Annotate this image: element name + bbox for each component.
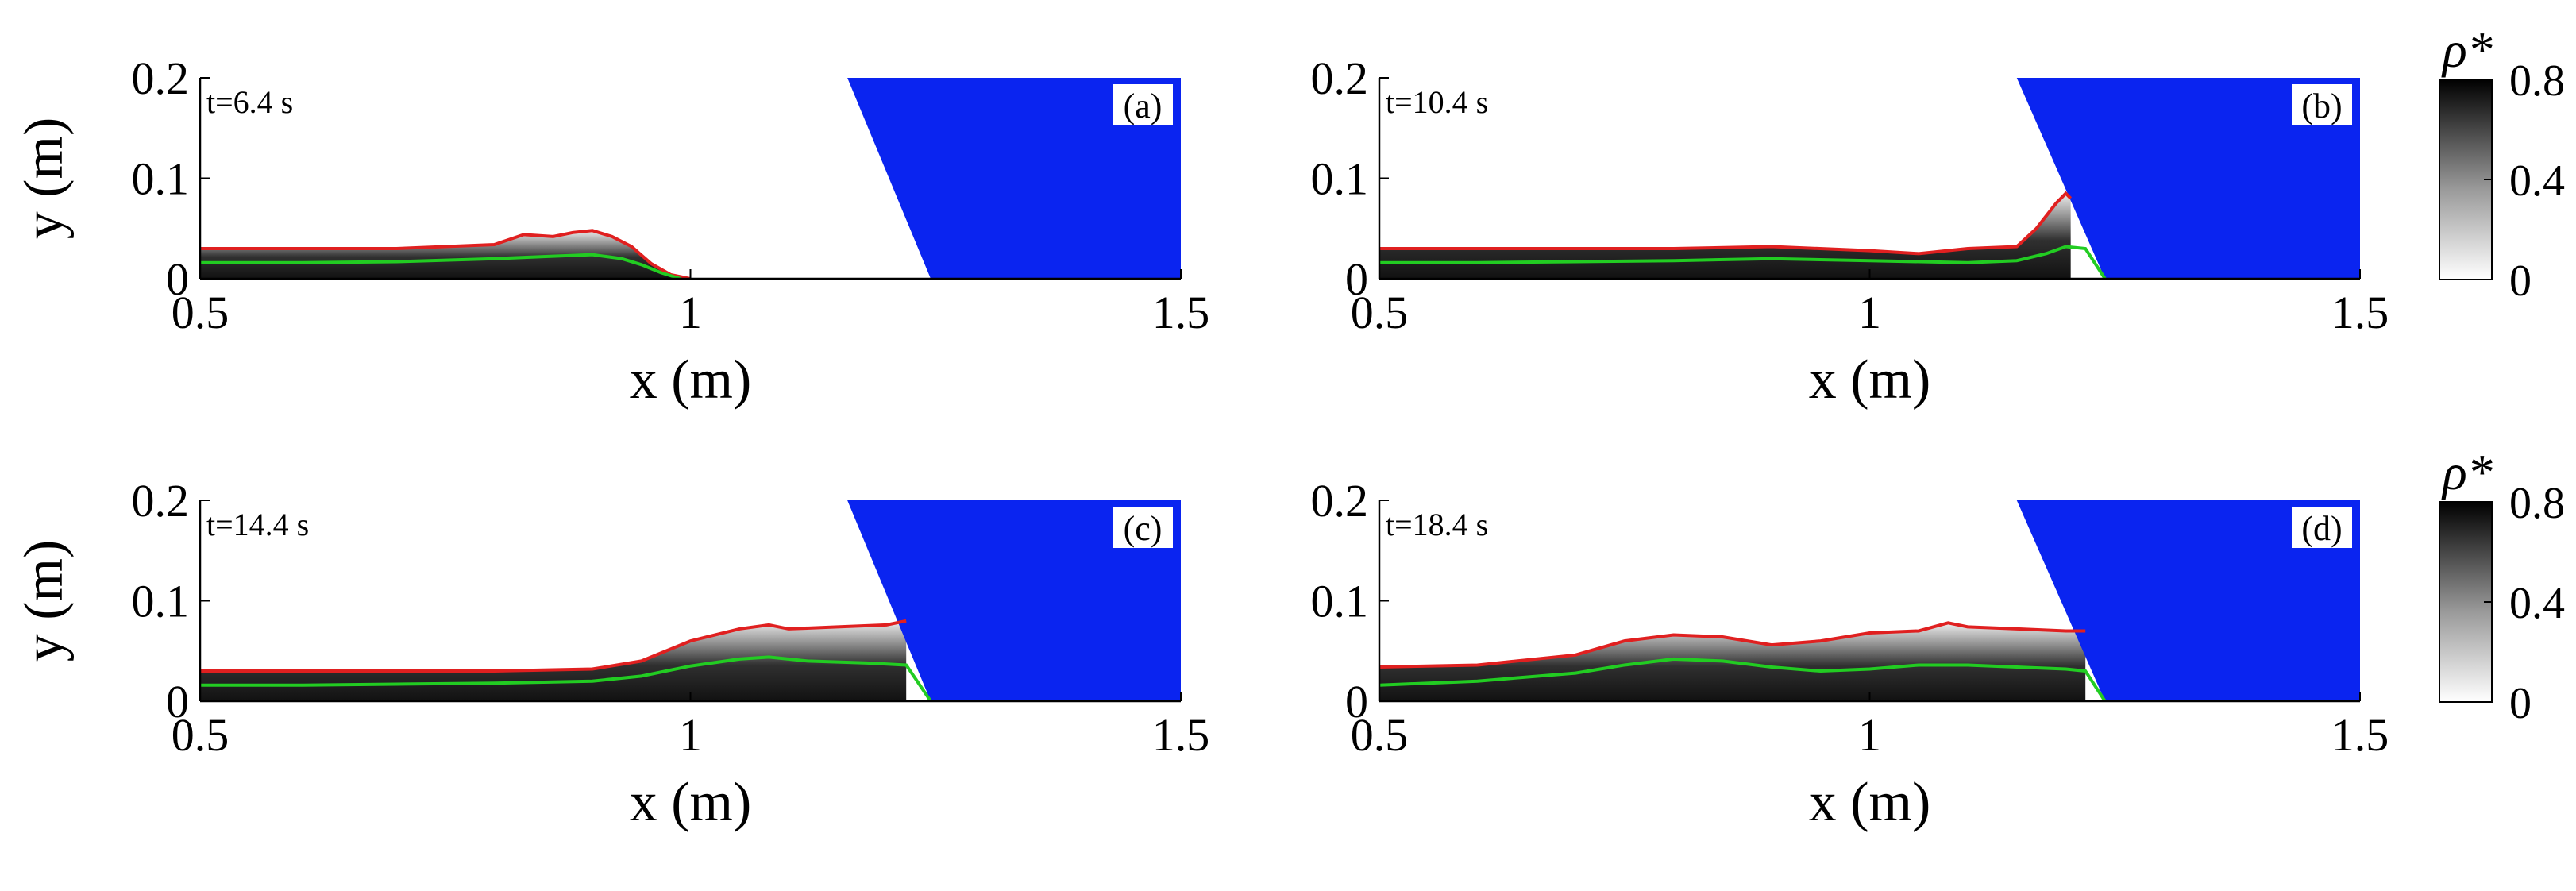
density-field — [200, 230, 691, 279]
y-axis-label: y (m) — [13, 540, 75, 662]
x-tick-label: 0.5 — [1351, 287, 1409, 338]
y-tick-label: 0.2 — [1311, 52, 1369, 104]
panel-label-box — [2292, 84, 2352, 125]
x-tick-label: 1 — [1858, 287, 1881, 338]
x-axis-label: x (m) — [1809, 349, 1931, 411]
x-tick-label: 1.5 — [2331, 287, 2389, 338]
y-tick-label: 0.1 — [132, 576, 190, 627]
x-tick-label: 1.5 — [2331, 709, 2389, 761]
y-tick-label: 0.2 — [132, 52, 190, 104]
panel-label-box — [1113, 84, 1173, 125]
colorbar-tick-label: 0.8 — [2509, 479, 2565, 528]
contour-line-green — [200, 655, 932, 701]
x-tick-label: 0.5 — [1351, 709, 1409, 761]
contour-line-green — [1379, 245, 2107, 279]
x-tick-label: 1 — [679, 709, 702, 761]
density-field — [200, 620, 907, 701]
contour-line-red — [200, 619, 907, 673]
obstacle-shape — [2016, 500, 2360, 701]
x-tick-label: 0.5 — [172, 287, 229, 338]
x-axis-label: x (m) — [1809, 772, 1931, 833]
colorbar-title: ρ* — [2441, 444, 2493, 500]
contour-line-red — [1379, 621, 2086, 669]
colorbar-title: ρ* — [2441, 21, 2493, 78]
chart-panel: 0.5 1 1.5 0 0.1 0.2 x (m) y (m) t=6.4 s (a) — [13, 52, 1209, 411]
colorbar-gradient — [2439, 79, 2493, 280]
time-label: t=10.4 s — [1386, 84, 1488, 120]
x-axis-label: x (m) — [630, 349, 752, 411]
contour-line-red — [1379, 191, 2073, 256]
y-tick-label: 0.1 — [1311, 153, 1369, 205]
colorbar-tick-label: 0.4 — [2509, 579, 2565, 628]
time-label: t=6.4 s — [206, 84, 293, 120]
chart-panel: 0.5 1 1.5 0 0.1 0.2 x (m) t=18.4 s (d) — [1311, 475, 2389, 833]
colorbar-gradient — [2439, 501, 2493, 703]
y-tick-label: 0 — [1345, 253, 1368, 305]
obstacle-shape — [2016, 78, 2360, 279]
colorbar: 0 0.4 0.8 ρ* — [2439, 21, 2565, 306]
panel-label: (b) — [2301, 87, 2342, 125]
chart-panel: 0.5 1 1.5 0 0.1 0.2 x (m) y (m) t=14.4 s (c) — [13, 475, 1209, 833]
contour-line-green — [200, 253, 681, 279]
y-tick-label: 0 — [166, 676, 189, 727]
x-tick-label: 1.5 — [1152, 287, 1210, 338]
colorbar-tick-label: 0.8 — [2509, 56, 2565, 106]
colorbar: 0 0.4 0.8 ρ* — [2439, 444, 2565, 728]
contour-line-red — [200, 229, 691, 279]
panel-label-box — [1113, 507, 1173, 548]
panel-label: (a) — [1124, 87, 1163, 125]
density-field — [1379, 193, 2071, 279]
panel-label-box — [2292, 507, 2352, 548]
time-label: t=14.4 s — [206, 507, 309, 542]
panel-label: (c) — [1124, 509, 1163, 548]
obstacle-shape — [847, 500, 1181, 701]
y-tick-label: 0.2 — [1311, 475, 1369, 526]
y-axis-label: y (m) — [13, 118, 75, 240]
colorbar-tick-label: 0 — [2509, 256, 2532, 306]
y-tick-label: 0 — [1345, 676, 1368, 727]
panel-label: (d) — [2301, 509, 2342, 548]
obstacle-shape — [847, 78, 1181, 279]
y-tick-label: 0.2 — [132, 475, 190, 526]
x-tick-label: 1 — [679, 287, 702, 338]
colorbar-tick-label: 0.4 — [2509, 156, 2565, 206]
time-label: t=18.4 s — [1386, 507, 1488, 542]
y-tick-label: 0.1 — [1311, 576, 1369, 627]
x-tick-label: 1.5 — [1152, 709, 1210, 761]
y-tick-label: 0.1 — [132, 153, 190, 205]
x-axis-label: x (m) — [630, 772, 752, 833]
contour-line-green — [1379, 657, 2107, 701]
x-tick-label: 1 — [1858, 709, 1881, 761]
colorbar-tick-label: 0 — [2509, 679, 2532, 728]
chart-panel: 0.5 1 1.5 0 0.1 0.2 x (m) t=10.4 s (b) — [1311, 52, 2389, 411]
y-tick-label: 0 — [166, 253, 189, 305]
x-tick-label: 0.5 — [172, 709, 229, 761]
